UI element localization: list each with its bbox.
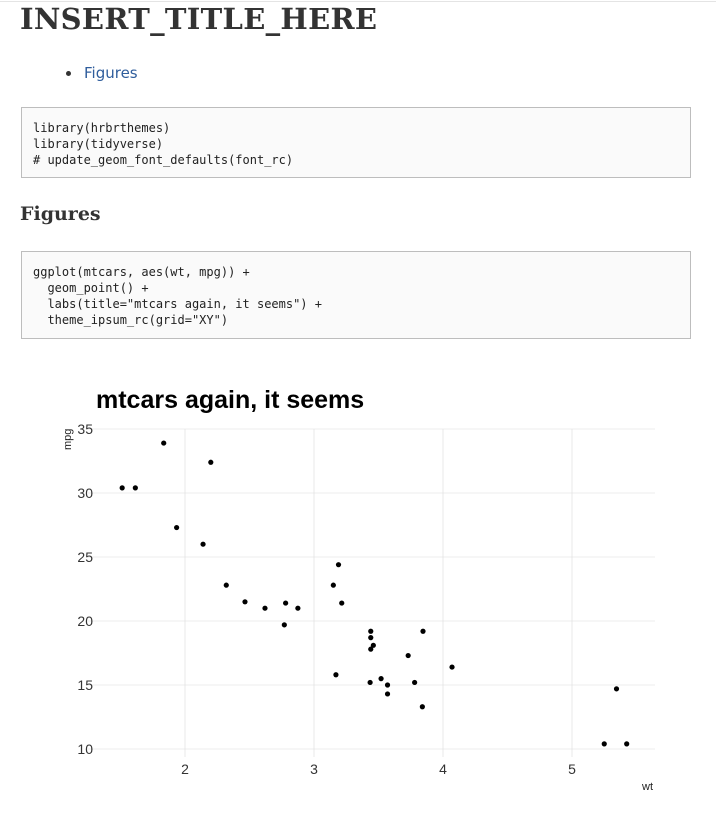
data-point — [384, 691, 391, 697]
table-of-contents: Figures — [66, 64, 138, 82]
data-point — [449, 664, 455, 670]
data-point — [242, 599, 248, 605]
data-point — [378, 676, 384, 682]
data-point — [283, 600, 289, 606]
data-point — [330, 582, 336, 588]
data-point — [384, 682, 391, 688]
data-point — [368, 635, 374, 641]
y-tick-label: 35 — [77, 421, 93, 437]
data-point — [368, 628, 374, 634]
y-tick-label: 25 — [77, 549, 93, 565]
data-point — [419, 704, 425, 710]
y-tick-label: 15 — [77, 677, 93, 693]
data-point — [601, 741, 607, 747]
data-point — [262, 605, 268, 611]
data-point — [174, 524, 180, 531]
data-point — [368, 646, 374, 652]
data-point — [339, 600, 345, 606]
y-axis-title: mpg — [62, 429, 74, 450]
top-divider — [0, 1, 716, 2]
data-point — [333, 672, 339, 678]
chart-title: mtcars again, it seems — [96, 386, 365, 414]
x-tick-label: 4 — [439, 761, 447, 777]
data-point — [613, 686, 620, 692]
data-point — [420, 628, 426, 634]
section-heading-figures: Figures — [20, 203, 101, 225]
y-tick-label: 10 — [77, 741, 93, 757]
data-point — [200, 541, 206, 547]
grid-lines — [88, 428, 655, 757]
data-points — [119, 440, 630, 747]
bullet-icon — [66, 71, 71, 76]
y-tick-label: 20 — [77, 613, 93, 629]
code-block-setup: library(hrbrthemes) library(tidyverse) #… — [21, 107, 691, 178]
data-point — [335, 562, 342, 568]
x-tick-label: 3 — [310, 761, 318, 777]
page-title: INSERT_TITLE_HERE — [20, 2, 378, 36]
x-tick-label: 2 — [181, 761, 189, 777]
data-point — [412, 679, 418, 686]
data-point — [405, 652, 411, 659]
code-block-plot: ggplot(mtcars, aes(wt, mpg)) + geom_poin… — [21, 251, 691, 339]
data-point — [119, 485, 125, 491]
tick-labels: 10 15 20 25 30 35 2 3 4 5 — [77, 421, 576, 777]
data-point — [223, 582, 229, 588]
y-tick-label: 30 — [77, 485, 93, 501]
data-point — [370, 642, 376, 648]
x-tick-label: 5 — [568, 761, 576, 777]
x-axis-title: wt — [641, 781, 653, 793]
data-point — [624, 741, 630, 747]
data-point — [161, 440, 167, 446]
toc-link-figures[interactable]: Figures — [84, 64, 138, 82]
data-point — [132, 485, 138, 491]
data-point — [295, 605, 301, 611]
data-point — [208, 459, 214, 465]
data-point — [367, 679, 373, 686]
data-point — [281, 622, 287, 628]
